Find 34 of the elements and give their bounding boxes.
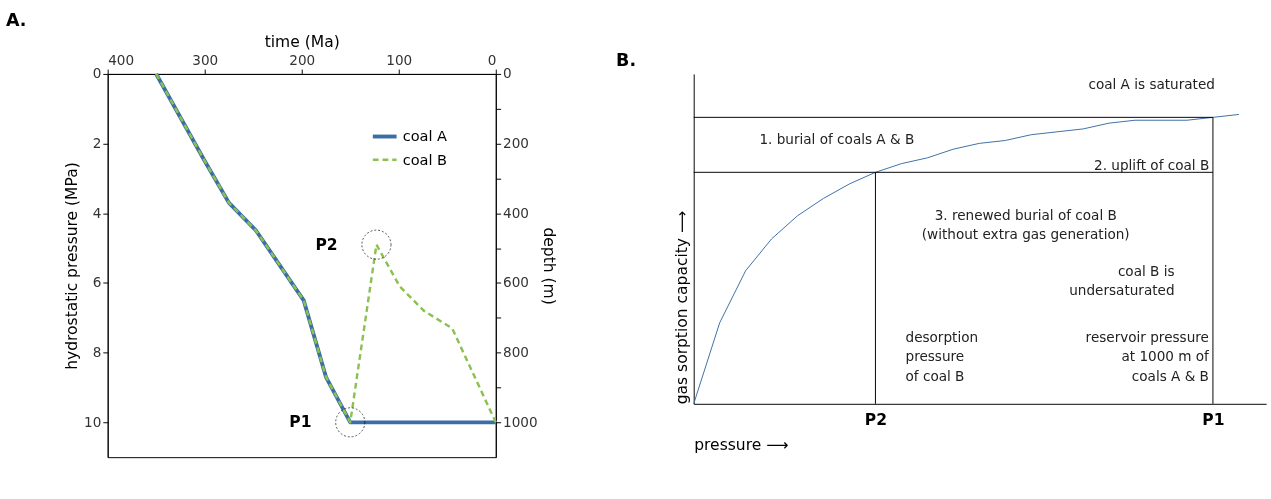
x-tick-label: 400 [108,51,135,68]
x-tick-label: 100 [386,51,413,68]
legend-label: coal B [402,150,448,168]
y2-tick-label: 800 [503,344,529,361]
annotation: reservoir pressure at 1000 m of coals A & B [1085,328,1211,384]
y-tick-label: 0 [92,65,102,82]
y2-tick-label: 600 [503,274,529,291]
annotation: desorption pressure of coal B [905,328,979,384]
annotation: 2. uplift of coal B [1094,157,1210,174]
y2-tick-label: 0 [503,65,512,82]
y-axis-title: hydrostatic pressure (MPa) [63,162,82,370]
y2-tick-label: 1000 [503,413,538,430]
x-axis-title: pressure ⟶ [694,435,789,454]
chart-title: A. [6,10,27,31]
y2-axis-title: depth (m) [540,227,559,305]
y-tick-label: 6 [92,274,102,291]
chart-title: B. [616,50,637,71]
x-axis-title: time (Ma) [264,33,340,52]
y2-tick-label: 400 [503,204,529,221]
annotation: 1. burial of coals A & B [759,130,915,147]
text: coal A is saturated [1088,76,1215,93]
y-tick-label: 4 [92,204,102,221]
annotation: 3. renewed burial of coal B (without extra gas generation) [921,206,1130,243]
annotation: coal B is undersaturated [1069,262,1175,299]
x-tick-label: 0 [487,51,497,68]
x-tick-label: 200 [289,51,316,68]
y-axis-title: gas sorption capacity ⟶ [673,210,692,405]
y-tick-label: 10 [84,413,102,430]
y2-tick-label: 200 [503,134,529,151]
x-tick-label: 300 [192,51,219,68]
legend-label: coal A [402,127,448,145]
annotation: P2 [315,235,338,254]
y-tick-label: 2 [92,134,102,151]
y-tick-label: 8 [92,344,102,361]
